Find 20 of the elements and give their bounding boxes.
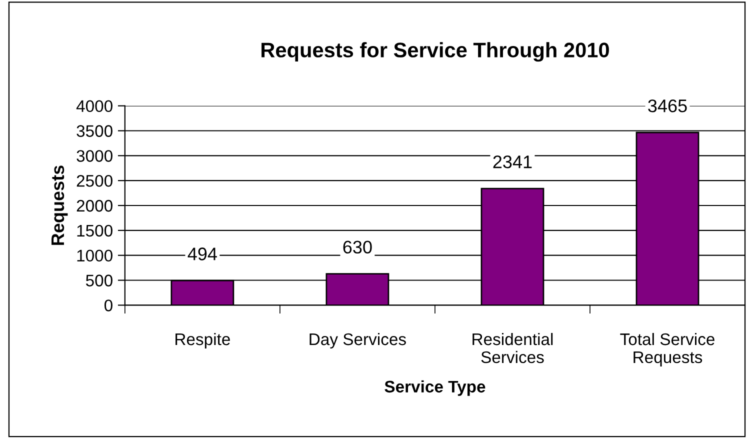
- x-tick-label: Total Service Requests: [620, 332, 714, 366]
- data-label: 494: [188, 248, 217, 260]
- y-tick-label: 3500: [76, 125, 112, 137]
- x-axis-title: Service Type: [384, 380, 486, 396]
- data-label: 3465: [648, 99, 687, 112]
- data-label: 2341: [493, 155, 532, 168]
- y-axis-title: Requests: [52, 166, 68, 245]
- y-tick-label: 500: [86, 274, 112, 286]
- y-tick-label: 0: [104, 300, 112, 312]
- x-tick-label: Residential Services: [472, 332, 553, 364]
- x-tick-label: Day Services: [310, 332, 406, 348]
- y-tick-label: 2000: [76, 200, 112, 212]
- y-tick-label: 1000: [77, 250, 112, 262]
- y-tick-label: 1500: [77, 224, 112, 237]
- y-tick-label: 3000: [76, 150, 112, 162]
- x-tick-label: Respite: [176, 332, 230, 348]
- data-label: 630: [343, 240, 372, 254]
- y-tick-label: 4000: [76, 100, 112, 112]
- y-tick-label: 2500: [76, 174, 112, 187]
- chart-title: Requests for Service Through 2010: [262, 42, 609, 62]
